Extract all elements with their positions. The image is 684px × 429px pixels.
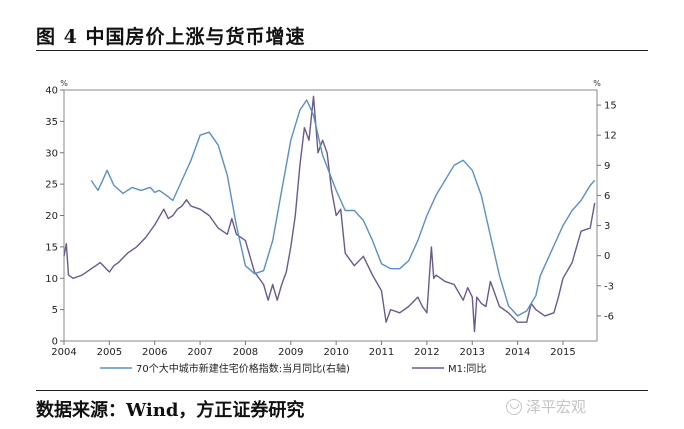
watermark: 泽平宏观 (506, 396, 586, 417)
source-rule (36, 390, 648, 391)
watermark-text: 泽平宏观 (526, 398, 587, 416)
right-tick-label: 9 (604, 161, 610, 172)
legend: 70个大中城市新建住宅价格指数:当月同比(右轴) M1:同比 (100, 362, 486, 375)
left-tick-label: 5 (52, 305, 58, 316)
left-tick-label: 10 (45, 274, 58, 285)
x-tick-label: 2009 (278, 347, 303, 358)
right-tick-label: 0 (604, 251, 610, 262)
x-tick-label: 2013 (460, 347, 485, 358)
right-tick-label: -3 (604, 281, 614, 292)
right-tick-label: -6 (604, 311, 614, 322)
legend-label-house: 70个大中城市新建住宅价格指数:当月同比(右轴) (136, 362, 350, 375)
left-tick-label: 20 (45, 211, 58, 222)
left-tick-label: 40 (45, 86, 58, 97)
title-rule (36, 50, 648, 51)
x-tick-label: 2014 (505, 347, 530, 358)
x-tick-label: 2008 (233, 347, 258, 358)
right-tick-label: 3 (604, 221, 610, 232)
left-tick-label: 35 (45, 117, 58, 128)
left-tick-label: 0 (52, 337, 58, 348)
x-tick-label: 2005 (97, 347, 122, 358)
source-note: 数据来源：Wind，方正证券研究 (36, 400, 305, 421)
plot-frame (63, 89, 598, 342)
series-line-house-price (90, 99, 596, 317)
left-tick-label: 25 (45, 180, 58, 191)
x-tick-label: 2006 (142, 347, 167, 358)
series-line-m1 (63, 95, 596, 333)
left-tick-label: 30 (45, 148, 58, 159)
wechat-icon (506, 398, 522, 415)
right-tick-label: 15 (604, 101, 617, 112)
right-tick-label: 12 (604, 131, 617, 142)
right-tick-label: 6 (604, 191, 610, 202)
right-axis-unit: % (593, 79, 601, 88)
x-tick-label: 2010 (323, 347, 348, 358)
x-tick-label: 2015 (550, 347, 575, 358)
left-tick-label: 15 (45, 242, 58, 253)
x-tick-label: 2004 (51, 347, 76, 358)
x-tick-label: 2007 (187, 347, 212, 358)
legend-label-m1: M1:同比 (448, 363, 486, 375)
left-axis-unit: % (60, 79, 68, 88)
figure-title: 图 4 中国房价上涨与货币增速 (36, 26, 306, 48)
x-tick-label: 2012 (414, 347, 439, 358)
x-tick-label: 2011 (369, 347, 394, 358)
